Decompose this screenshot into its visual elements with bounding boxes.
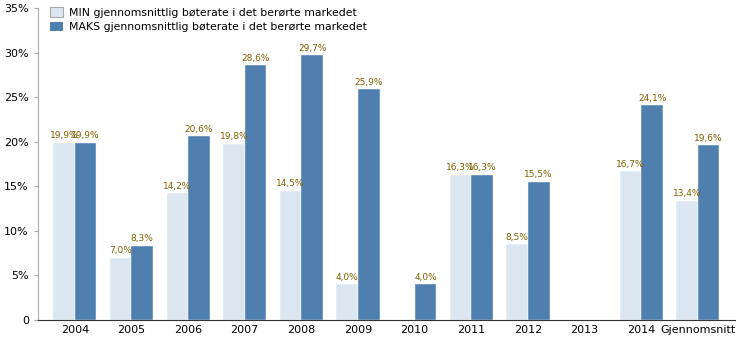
Bar <box>450 175 471 320</box>
Bar <box>166 194 188 320</box>
Bar <box>642 105 662 320</box>
Legend: MIN gjennomsnittlig bøterate i det berørte markedet, MAKS gjennomsnittlig bøtera: MIN gjennomsnittlig bøterate i det berør… <box>50 7 366 32</box>
Text: 25,9%: 25,9% <box>354 78 383 86</box>
Text: 19,9%: 19,9% <box>50 131 78 140</box>
Text: 19,9%: 19,9% <box>71 131 100 140</box>
Bar <box>301 55 323 320</box>
Text: 29,7%: 29,7% <box>298 44 327 53</box>
Bar <box>677 201 698 320</box>
Text: 16,3%: 16,3% <box>468 163 496 172</box>
Text: 28,6%: 28,6% <box>241 54 270 62</box>
Bar <box>188 137 210 320</box>
Bar <box>471 175 493 320</box>
Bar <box>245 65 266 320</box>
Text: 20,6%: 20,6% <box>184 125 213 134</box>
Text: 16,7%: 16,7% <box>616 160 645 168</box>
Text: 8,3%: 8,3% <box>131 234 154 243</box>
Text: 24,1%: 24,1% <box>638 94 666 103</box>
Bar <box>507 244 528 320</box>
Bar <box>358 89 380 320</box>
Text: 19,8%: 19,8% <box>219 132 248 141</box>
Bar <box>53 143 75 320</box>
Bar <box>131 246 153 320</box>
Text: 15,5%: 15,5% <box>524 170 553 179</box>
Bar <box>280 191 301 320</box>
Text: 4,0%: 4,0% <box>336 273 359 282</box>
Bar <box>415 284 436 320</box>
Text: 14,2%: 14,2% <box>163 182 192 191</box>
Text: 19,6%: 19,6% <box>695 134 723 143</box>
Bar <box>223 144 245 320</box>
Bar <box>698 145 719 320</box>
Bar <box>75 143 96 320</box>
Bar <box>528 182 550 320</box>
Text: 8,5%: 8,5% <box>506 233 529 242</box>
Text: 7,0%: 7,0% <box>109 246 132 255</box>
Bar <box>620 171 642 320</box>
Text: 13,4%: 13,4% <box>673 189 701 198</box>
Bar <box>110 258 131 320</box>
Text: 14,5%: 14,5% <box>276 179 305 188</box>
Text: 4,0%: 4,0% <box>414 273 437 282</box>
Bar <box>336 284 358 320</box>
Text: 16,3%: 16,3% <box>446 163 475 172</box>
